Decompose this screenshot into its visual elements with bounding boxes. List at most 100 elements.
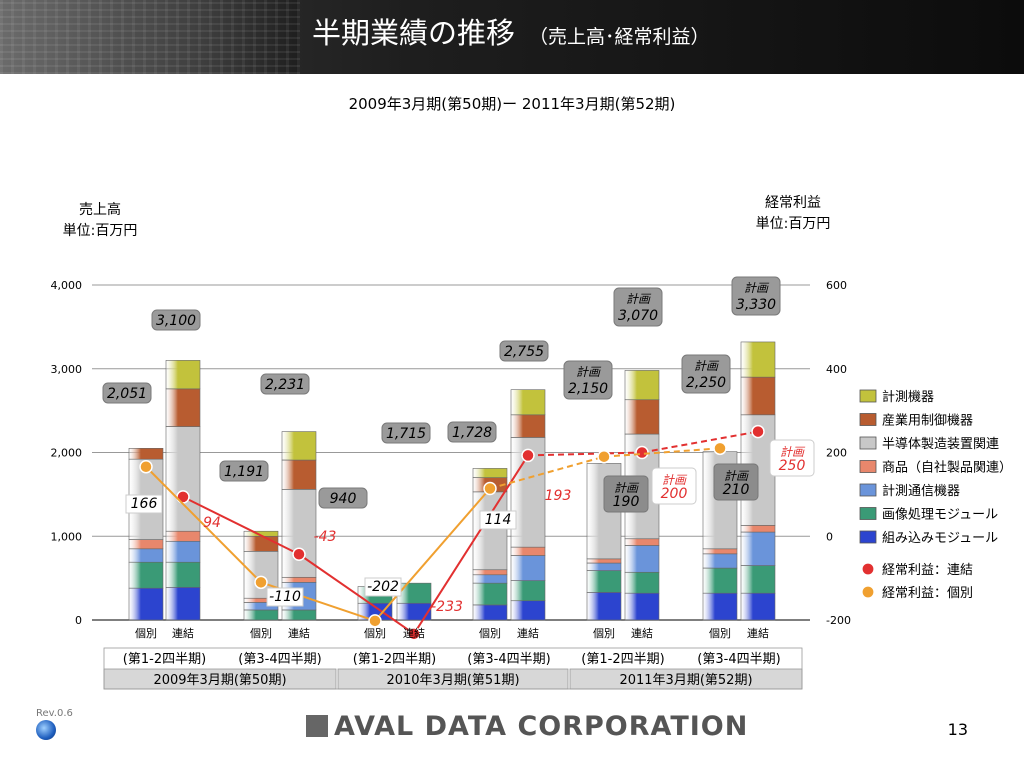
bar-segment — [128, 587, 164, 621]
right-axis-label: 経常利益 — [765, 195, 821, 211]
profit-label-box — [364, 577, 402, 597]
period-label: 2010年3月期(第51期) — [386, 673, 519, 688]
profit-line-segment — [413, 454, 529, 635]
bar-segment — [396, 582, 432, 604]
right-axis-unit: 単位:百万円 — [756, 216, 831, 232]
category-label: 連結 — [631, 626, 653, 640]
bar-segment — [165, 530, 201, 542]
profit-label-individual: 166 — [131, 496, 158, 512]
total-callout-box — [613, 287, 663, 327]
left-tick-label: 4,000 — [51, 279, 83, 292]
legend-swatch — [859, 413, 877, 426]
bar-segment — [740, 376, 776, 416]
bar-segment — [281, 489, 317, 578]
right-tick-label: 200 — [826, 447, 847, 460]
half-label: (第3-4四半期) — [697, 652, 780, 667]
profit-label-individual: -202 — [367, 579, 399, 595]
legend-label: 産業用制御機器 — [882, 413, 973, 429]
revision-label: Rev.0.6 — [36, 708, 73, 719]
right-tick-label: 600 — [826, 279, 847, 292]
plan-label: 計画 — [614, 481, 640, 495]
bar-segment — [165, 540, 201, 563]
category-label: 連結 — [403, 626, 425, 640]
plan-profit-box — [651, 467, 697, 505]
legend-label: 半導体製造装置関連 — [882, 437, 999, 452]
bar-segment — [165, 587, 201, 621]
bar-segment — [281, 609, 317, 621]
bar-segment — [740, 592, 776, 621]
plan-label: 計画 — [724, 469, 750, 483]
total-label: 1,728 — [452, 425, 492, 441]
total-label: 2,231 — [265, 377, 305, 393]
bar-segment — [396, 602, 432, 621]
value-labels: 2,051 3,100 1,191 2,231 940 1,715 1,728 2,755 計画… — [102, 276, 815, 615]
category-label: 個別 — [364, 627, 386, 640]
plan-label: 計画 — [576, 365, 602, 379]
page-number: 13 — [947, 720, 968, 739]
profit-point — [368, 614, 382, 628]
bar-segment — [510, 600, 546, 621]
total-label: 3,070 — [618, 308, 658, 324]
left-axis-unit: 単位:百万円 — [63, 223, 138, 239]
bar-segment — [740, 341, 776, 378]
total-label: 2,250 — [686, 375, 726, 391]
plan-label: 計画 — [744, 281, 770, 295]
globe-icon — [36, 720, 56, 740]
total-callout-box — [499, 340, 549, 362]
profit-line-segment — [145, 466, 262, 584]
bar-segment — [165, 388, 201, 427]
total-callout-box — [151, 309, 201, 331]
total-label: 2,150 — [568, 381, 608, 397]
right-tick-label: 0 — [826, 530, 833, 543]
bar-segment — [128, 448, 164, 460]
bar-segment — [624, 592, 660, 621]
legend-label: 組み込みモジュール — [882, 531, 998, 546]
half-label: (第3-4四半期) — [467, 652, 550, 667]
plan-label: 計画 — [626, 292, 652, 306]
bar-segment — [281, 459, 317, 490]
category-label: 個別 — [593, 627, 615, 640]
profit-label-consolidated: 200 — [661, 486, 688, 502]
bar-segment — [586, 558, 622, 564]
legend-swatch — [859, 507, 877, 520]
total-callout-box — [563, 360, 613, 400]
bar-segment — [128, 539, 164, 550]
profit-label-individual: 210 — [723, 482, 750, 498]
bar-segment — [624, 571, 660, 594]
bar-segment — [624, 399, 660, 435]
total-label: 1,191 — [224, 464, 264, 480]
total-callout-box — [102, 382, 152, 404]
bar-segment — [128, 548, 164, 563]
slide-title: 半期業績の推移 （売上高･経常利益） — [312, 10, 710, 52]
bar-segment — [510, 555, 546, 581]
profit-lines — [139, 424, 765, 641]
profit-point — [635, 445, 649, 460]
period-label: 2009年3月期(第50期) — [153, 673, 286, 688]
legend-swatch — [859, 460, 877, 473]
profit-label-consolidated: 94 — [203, 515, 221, 531]
total-callout-box — [381, 422, 431, 444]
half-label: (第3-4四半期) — [238, 652, 321, 667]
bar-segment — [624, 538, 660, 546]
legend-swatch — [859, 483, 877, 497]
profit-label-individual: 190 — [613, 494, 640, 510]
bar-segment — [243, 609, 279, 621]
bar-segment — [702, 592, 738, 621]
total-callout-box — [260, 373, 310, 395]
plan-profit-box — [769, 439, 815, 477]
profit-point — [597, 449, 611, 464]
category-label: 個別 — [709, 627, 731, 640]
bar-segment — [472, 569, 508, 576]
bar-segment — [472, 582, 508, 606]
total-callout-box — [318, 487, 368, 509]
bar-segment — [165, 561, 201, 588]
half-label: (第1-2四半期) — [353, 652, 436, 667]
legend-label: 計測通信機器 — [882, 483, 960, 499]
total-callout-box — [731, 276, 781, 316]
bar-segment — [702, 567, 738, 594]
bar-segment — [586, 592, 622, 621]
bar-segment — [740, 525, 776, 533]
left-tick-label: 1,000 — [51, 530, 83, 543]
